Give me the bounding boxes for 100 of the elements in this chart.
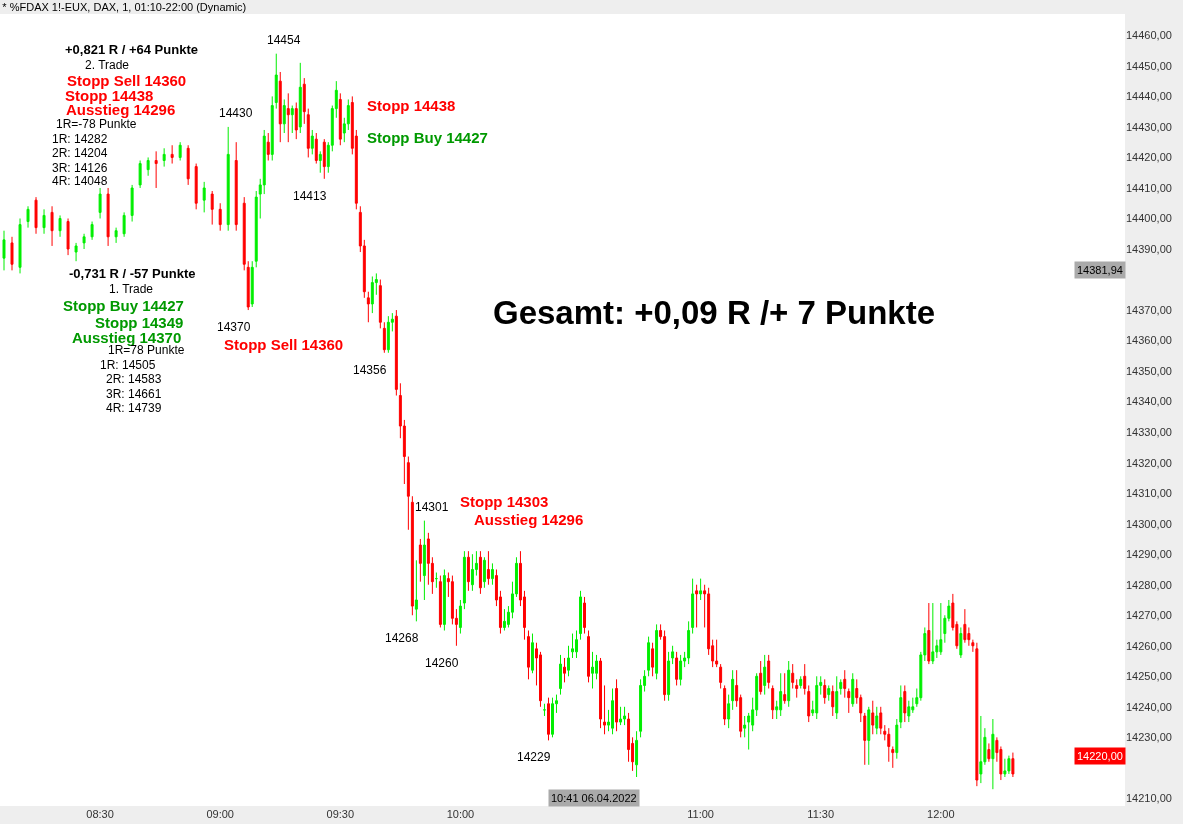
candlestick xyxy=(903,684,907,723)
candlestick xyxy=(795,678,799,699)
candlestick xyxy=(226,126,230,232)
candlestick xyxy=(731,669,735,711)
x-tick-label: 08:30 xyxy=(86,808,114,820)
candlestick xyxy=(382,321,386,354)
candlestick xyxy=(406,456,410,531)
candlestick xyxy=(851,672,855,708)
candlestick xyxy=(579,590,582,641)
candlestick xyxy=(162,147,166,168)
annotation: +0,821 R / +64 Punkte xyxy=(65,42,198,57)
annotation: 14356 xyxy=(353,363,387,377)
y-tick-label: 14290,00 xyxy=(1126,548,1172,561)
candlestick xyxy=(106,187,110,247)
candlestick xyxy=(74,242,78,262)
candlestick xyxy=(619,706,623,726)
candlestick xyxy=(278,71,282,143)
candlestick xyxy=(178,141,182,161)
candlestick xyxy=(1007,755,1011,775)
candlestick xyxy=(667,651,671,702)
candlestick xyxy=(575,630,578,659)
candlestick xyxy=(302,77,306,125)
candlestick xyxy=(815,675,819,720)
candlestick xyxy=(82,233,86,250)
candlestick xyxy=(687,620,691,665)
candlestick xyxy=(50,205,54,247)
annotation: Stopp 14303 xyxy=(460,493,549,510)
candlestick xyxy=(799,675,803,689)
candlestick xyxy=(466,550,470,592)
candlestick xyxy=(611,688,615,735)
annotation: Stopp Buy 14427 xyxy=(63,297,184,314)
candlestick xyxy=(310,129,314,155)
candlestick xyxy=(963,608,967,644)
candlestick xyxy=(779,672,783,717)
candlestick xyxy=(414,559,418,622)
y-tick-label: 14250,00 xyxy=(1126,670,1172,683)
candlestick xyxy=(847,688,851,714)
y-tick-label: 14460,00 xyxy=(1126,29,1172,42)
candlestick xyxy=(759,660,763,696)
candlestick xyxy=(410,495,414,616)
candlestick xyxy=(146,156,150,177)
candlestick xyxy=(551,697,554,738)
annotation: 1. Trade xyxy=(109,282,154,296)
candlestick xyxy=(234,141,238,232)
candlestick xyxy=(294,102,298,140)
candlestick xyxy=(322,138,326,180)
candlestick xyxy=(835,675,839,720)
candlestick xyxy=(318,150,322,174)
candlestick xyxy=(591,651,595,689)
y-tick-label: 14450,00 xyxy=(1126,59,1172,72)
candlestick xyxy=(879,706,883,735)
candlestick xyxy=(42,208,46,235)
candlestick xyxy=(530,633,534,674)
candlestick xyxy=(635,730,639,778)
candlestick xyxy=(771,684,775,720)
annotation: 14430 xyxy=(219,106,253,120)
candlestick xyxy=(563,657,566,683)
candlestick xyxy=(599,657,603,729)
candlestick xyxy=(274,53,278,110)
annotation: Stopp Sell 14360 xyxy=(67,72,187,89)
candlestick xyxy=(366,291,370,323)
candlestick xyxy=(567,645,570,677)
candlestick xyxy=(266,132,270,161)
y-tick-label: 14230,00 xyxy=(1126,731,1172,744)
candlestick xyxy=(202,181,206,213)
candlestick xyxy=(1003,758,1007,778)
annotation: 14301 xyxy=(415,500,449,514)
candlestick xyxy=(671,645,675,665)
candlestick xyxy=(807,684,811,723)
candlestick xyxy=(787,660,791,708)
candlestick xyxy=(655,623,659,680)
annotation: 2R: 14583 xyxy=(106,372,162,386)
candlestick xyxy=(394,309,398,396)
candlestick xyxy=(931,602,935,665)
candlestick xyxy=(194,163,198,210)
candlestick xyxy=(282,98,286,134)
x-tick-label: 09:00 xyxy=(206,808,234,820)
candlestick xyxy=(871,700,875,735)
candlestick xyxy=(130,184,134,223)
candlestick xyxy=(615,678,619,732)
y-tick-label: 14350,00 xyxy=(1126,364,1172,377)
candlestick xyxy=(478,550,482,595)
candlestick xyxy=(290,105,294,134)
candlestick xyxy=(386,315,390,354)
annotation: 14413 xyxy=(293,189,327,203)
annotation: 14370 xyxy=(217,320,251,334)
candlestick xyxy=(218,202,222,232)
annotation: Gesamt: +0,09 R /+ 7 Punkte xyxy=(493,294,936,331)
y-tick-label: 14420,00 xyxy=(1126,151,1172,164)
y-tick-label: 14300,00 xyxy=(1126,517,1172,530)
candlestick xyxy=(699,578,703,601)
chart-title: * %FDAX 1!-EUX, DAX, 1, 01:10-22:00 (Dynamic) xyxy=(2,0,247,13)
candlestick xyxy=(647,636,651,677)
y-tick-label: 14310,00 xyxy=(1126,487,1172,500)
annotation: 4R: 14048 xyxy=(52,174,108,188)
candlestick xyxy=(727,694,731,729)
candlestick xyxy=(675,651,679,686)
candlestick xyxy=(571,633,574,659)
y-tick-label: 14210,00 xyxy=(1126,792,1172,805)
annotation: Stopp Sell 14360 xyxy=(224,336,344,353)
